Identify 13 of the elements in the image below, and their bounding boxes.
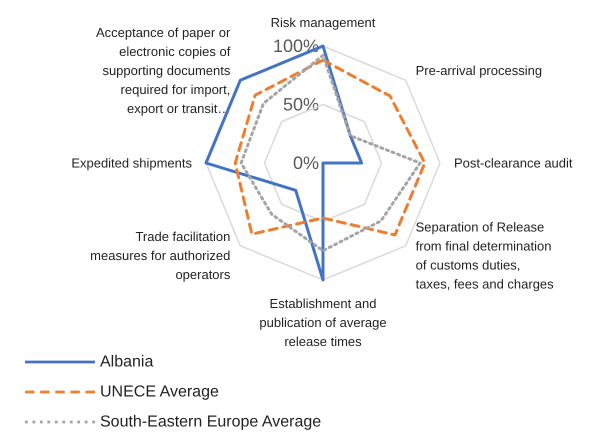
spoke-label: Trade facilitation measures for authorized operators <box>90 229 231 282</box>
legend-label: Albania <box>100 354 154 370</box>
y-tick-label: 0% <box>292 153 319 173</box>
y-tick-label: 100% <box>272 36 319 56</box>
legend-label: South-Eastern Europe Average <box>100 414 322 430</box>
legend-label: UNECE Average <box>100 384 219 400</box>
spoke-label: Expedited shipments <box>71 156 192 170</box>
spoke-label: Separation of Release from final determination of customs duties, taxes, fees and charges <box>416 220 554 292</box>
spoke-label: Pre-arrival processing <box>416 62 542 78</box>
spoke-label: Establishment and publication of average release times <box>259 296 387 349</box>
y-tick-label: 50% <box>282 94 319 114</box>
spoke-label: Post-clearance audit <box>454 156 573 170</box>
spoke-label: Risk management <box>270 15 376 30</box>
